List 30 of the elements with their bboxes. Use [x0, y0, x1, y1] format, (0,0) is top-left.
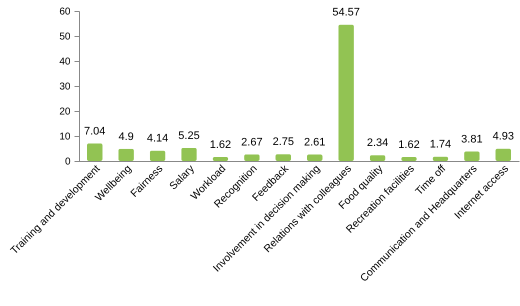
bar [150, 150, 166, 161]
data-label: 1.62 [210, 138, 232, 151]
data-label: 1.62 [398, 138, 420, 151]
bar [496, 148, 512, 161]
bar [464, 151, 480, 161]
bar [338, 24, 354, 161]
data-label: 54.57 [332, 6, 360, 19]
data-label: 4.9 [118, 130, 134, 143]
y-tick-label: 10 [59, 132, 71, 142]
data-label: 4.93 [492, 130, 514, 143]
bar [244, 154, 260, 161]
data-label: 2.67 [241, 136, 263, 148]
bar [118, 148, 134, 161]
data-label: 2.61 [304, 136, 326, 148]
data-label: 2.75 [272, 136, 294, 148]
y-tick-label: 60 [59, 6, 71, 18]
data-label: 7.04 [84, 125, 106, 138]
bar [306, 154, 322, 161]
bar [86, 143, 102, 161]
data-label: 2.34 [366, 137, 388, 150]
y-tick-label: 30 [59, 82, 71, 92]
y-tick-label: 50 [59, 32, 71, 42]
data-label: 5.25 [178, 130, 200, 142]
y-tick-label: 0 [64, 156, 71, 168]
data-label: 1.74 [430, 138, 452, 151]
bar [181, 148, 197, 161]
data-label: 3.81 [461, 133, 483, 146]
y-tick-label: 40 [59, 56, 71, 68]
data-label: 4.14 [146, 132, 168, 145]
y-tick-label: 20 [59, 106, 71, 118]
